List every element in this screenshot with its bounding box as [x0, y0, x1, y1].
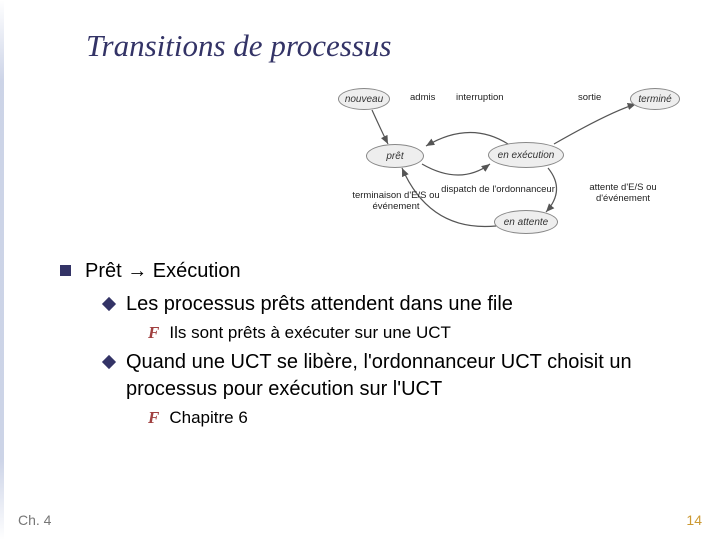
state-termine: terminé — [630, 88, 680, 110]
edge-label-sortie: sortie — [578, 92, 601, 103]
bullet-text: Ils sont prêts à exécuter sur une UCT — [169, 322, 451, 345]
bullet-level1: Prêt → Exécution — [60, 258, 684, 285]
state-nouveau: nouveau — [338, 88, 390, 110]
edge-label-terminaison: terminaison d'E/S ou événement — [346, 190, 446, 212]
state-label: prêt — [386, 151, 403, 162]
square-bullet-icon — [60, 265, 71, 276]
diamond-bullet-icon — [102, 355, 116, 369]
state-attente: en attente — [494, 210, 558, 234]
edge-label-attente-es: attente d'E/S ou d'événement — [578, 182, 668, 204]
slide-title: Transitions de processus — [86, 28, 391, 64]
state-diagram: nouveau prêt en exécution en attente ter… — [310, 82, 690, 252]
slide-title-wrap: Transitions de processus — [86, 28, 391, 64]
bullet-text: Les processus prêts attendent dans une f… — [126, 291, 513, 318]
state-pret: prêt — [366, 144, 424, 168]
edge-label-dispatch: dispatch de l'ordonnanceur — [438, 184, 558, 195]
bullet-level2: Les processus prêts attendent dans une f… — [104, 291, 684, 318]
diamond-bullet-icon — [102, 297, 116, 311]
bullet-content: Prêt → Exécution Les processus prêts att… — [60, 258, 684, 434]
state-label: en attente — [504, 217, 548, 228]
bullet-text: Prêt → Exécution — [85, 258, 241, 285]
decorative-accent — [0, 0, 4, 540]
bullet-text: Quand une UCT se libère, l'ordonnanceur … — [126, 349, 684, 403]
edge-label-interruption: interruption — [456, 92, 504, 103]
footer-pagenumber: 14 — [686, 512, 702, 528]
state-label: nouveau — [345, 94, 383, 105]
script-f-bullet-icon: F — [148, 407, 159, 430]
bullet-level3: F Ils sont prêts à exécuter sur une UCT — [148, 322, 684, 345]
edge-label-admis: admis — [410, 92, 435, 103]
bullet-text: Chapitre 6 — [169, 407, 247, 430]
bullet-level3: F Chapitre 6 — [148, 407, 684, 430]
state-label: en exécution — [498, 150, 555, 161]
script-f-bullet-icon: F — [148, 322, 159, 345]
bullet-level2: Quand une UCT se libère, l'ordonnanceur … — [104, 349, 684, 403]
state-label: terminé — [638, 94, 671, 105]
state-exec: en exécution — [488, 142, 564, 168]
footer-chapter: Ch. 4 — [18, 512, 51, 528]
